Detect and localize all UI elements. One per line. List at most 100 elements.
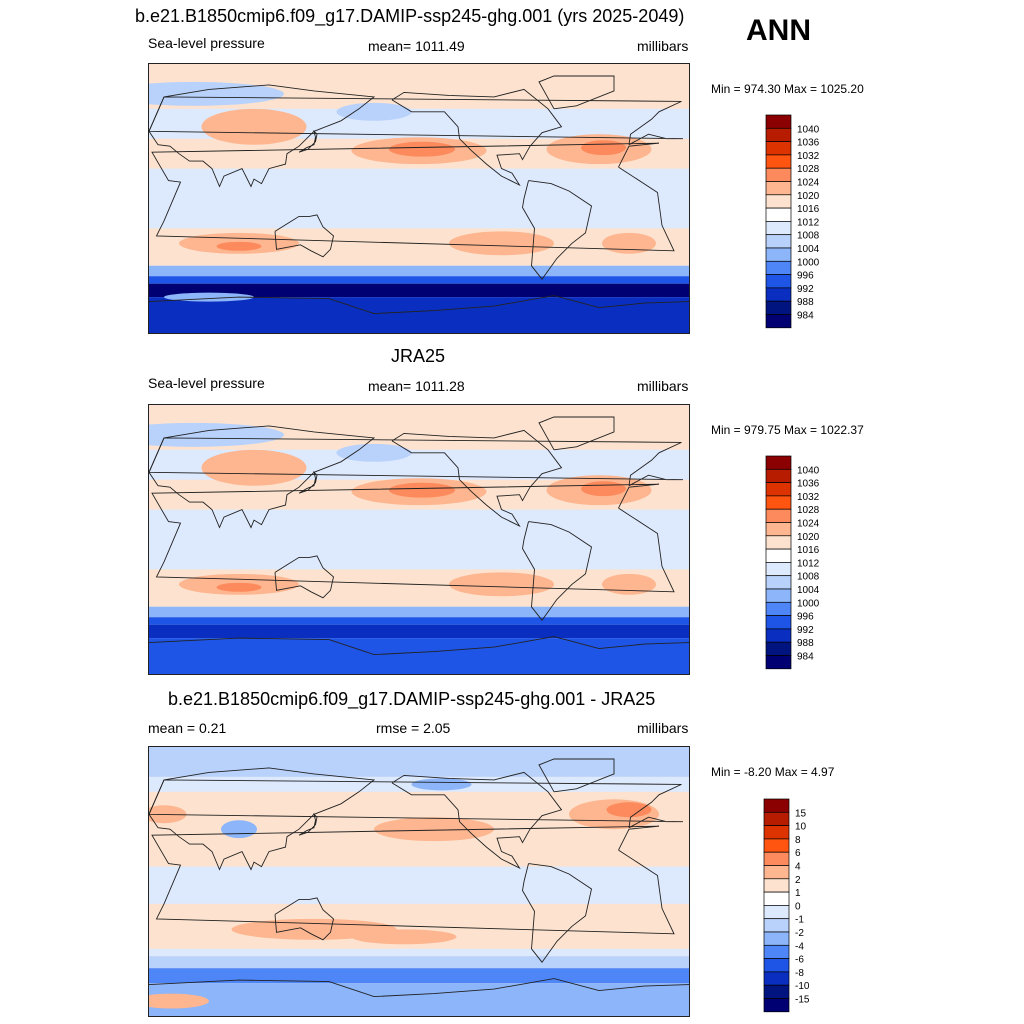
season-label: ANN: [746, 14, 811, 47]
panel2-colorbar-box: [765, 588, 792, 603]
panel3-colorbar-box: [763, 944, 790, 959]
panel2-colorbar-box: [765, 468, 792, 483]
panel3-mean-label: mean = 0.21: [148, 720, 227, 736]
south-pacific-anomaly: [351, 929, 457, 945]
panel1-colorbar-tick-label: 1028: [797, 164, 820, 175]
europe-coast: [149, 437, 684, 487]
antarctic-band: [149, 297, 689, 333]
panel3-colorbar-box: [763, 984, 790, 999]
panel1-colorbar-tick-label: 1040: [797, 124, 820, 135]
antarctic-band: [149, 638, 689, 674]
panel2-colorbar-tick-label: 1000: [797, 598, 820, 609]
aleutian-low: [336, 102, 412, 121]
panel3-colorbar-tick-label: 15: [795, 808, 807, 819]
panel2-colorbar-box: [765, 522, 792, 537]
greenland-coast: [538, 75, 615, 110]
south-america-coast: [522, 180, 593, 280]
panel2-colorbar-tick-label: 1004: [797, 585, 820, 596]
panel2-variable-label: Sea-level pressure: [148, 375, 265, 391]
panel3-colorbar-tick-label: -8: [795, 968, 804, 979]
panel1-colorbar-box: [765, 274, 792, 289]
panel3-colorbar-tick-label: 10: [795, 822, 807, 833]
panel1-colorbar-tick-label: 1004: [797, 244, 820, 255]
antarctica-coast: [149, 978, 689, 998]
south-atlantic-high: [602, 573, 656, 595]
panel1-variable-label: Sea-level pressure: [148, 35, 265, 51]
africa-coast: [151, 825, 675, 935]
panel1-colorbar-tick-label: 1024: [797, 178, 820, 189]
south-pacific-high: [449, 231, 554, 256]
japan-coast: [298, 470, 318, 494]
panel2-colorbar-tick-label: 1036: [797, 479, 820, 490]
panel1-colorbar-box: [765, 181, 792, 196]
south-pacific-high: [449, 572, 554, 597]
siberian-high: [201, 108, 307, 145]
panel3-colorbar-tick-label: -6: [795, 955, 804, 966]
australia-coast: [274, 214, 334, 258]
panel1-colorbar-tick-label: 1012: [797, 217, 820, 228]
panel1-colorbar-box: [765, 114, 792, 129]
panel2-colorbar-box: [765, 562, 792, 577]
panel1-colorbar-tick-label: 988: [797, 297, 814, 308]
tropical-band: [149, 176, 689, 229]
panel1-colorbar-box: [765, 260, 792, 275]
panel3-colorbar-tick-label: -10: [795, 981, 810, 992]
antarctica-coast: [149, 295, 689, 315]
panel3-colorbar: 15 10 8 6 4 2 1 0 -1 -2 -4 -6 -8 -10 -15: [762, 797, 832, 1022]
panel3-map: [148, 746, 690, 1017]
north-pacific-anomaly: [374, 817, 494, 842]
panel1-colorbar-box: [765, 221, 792, 236]
panel2-colorbar: 1040 1036 1032 1028 1024 1020 1016 1012 1008 1004…: [764, 454, 834, 679]
panel2-colorbar-box: [765, 508, 792, 523]
panel2-colorbar-box: [765, 455, 792, 470]
panel2-colorbar-box: [765, 615, 792, 630]
panel2-units-label: millibars: [637, 378, 689, 394]
panel2-colorbar-tick-label: 984: [797, 652, 814, 663]
panel2-colorbar-tick-label: 992: [797, 625, 814, 636]
panel2-colorbar-tick-label: 1016: [797, 545, 820, 556]
panel1-colorbar-tick-label: 996: [797, 271, 814, 282]
arctic-band: [149, 747, 689, 777]
panel1-minmax: Min = 974.30 Max = 1025.20: [711, 82, 864, 96]
south-atlantic-high: [602, 232, 656, 254]
north-atlantic-anomaly-core: [606, 802, 652, 818]
southern-ocean-band-1: [149, 606, 689, 618]
panel3-colorbar-box: [763, 851, 790, 866]
antarctic-positive-anomaly: [149, 993, 209, 1009]
panel3-title: b.e21.B1850cmip6.f09_g17.DAMIP-ssp245-gh…: [168, 689, 656, 709]
antarctic-band: [149, 983, 689, 1016]
panel1-colorbar-box: [765, 127, 792, 142]
southern-ocean-band-3: [149, 624, 689, 639]
greenland-coast: [538, 758, 615, 793]
siberian-high: [201, 449, 307, 486]
panel1-mean-label: mean= 1011.49: [368, 38, 465, 54]
panel1-colorbar-box: [765, 287, 792, 302]
south-band-1: [149, 948, 689, 957]
panel3-colorbar-box: [763, 838, 790, 853]
north-pacific-high-core: [389, 141, 455, 157]
azores-high-core: [581, 481, 626, 497]
panel1-colorbar-tick-label: 1032: [797, 151, 820, 162]
arctic-low-atlantic: [149, 422, 284, 447]
panel3-colorbar-box: [763, 998, 790, 1013]
panel3-colorbar-tick-label: -1: [795, 915, 804, 926]
panel1-colorbar-box: [765, 194, 792, 209]
panel1-colorbar-box: [765, 207, 792, 222]
panel3-minmax: Min = -8.20 Max = 4.97: [711, 765, 835, 779]
panel2-colorbar-box: [765, 628, 792, 643]
north-america-coast: [391, 429, 563, 528]
south-band-3: [149, 968, 689, 984]
panel3-colorbar-box: [763, 878, 790, 893]
japan-coast: [298, 812, 318, 836]
arctic-low-atlantic: [149, 81, 284, 106]
panel3-colorbar-box: [763, 931, 790, 946]
panel2-colorbar-tick-label: 996: [797, 612, 814, 623]
asia-coast: [149, 425, 376, 529]
panel3-colorbar-box: [763, 865, 790, 880]
panel3-units-label: millibars: [637, 720, 689, 736]
panel2-map-plot: [149, 405, 689, 674]
tibet-anomaly: [221, 820, 257, 839]
panel1-colorbar-box: [765, 247, 792, 262]
africa-coast: [151, 142, 675, 252]
north-america-coast: [391, 771, 563, 870]
